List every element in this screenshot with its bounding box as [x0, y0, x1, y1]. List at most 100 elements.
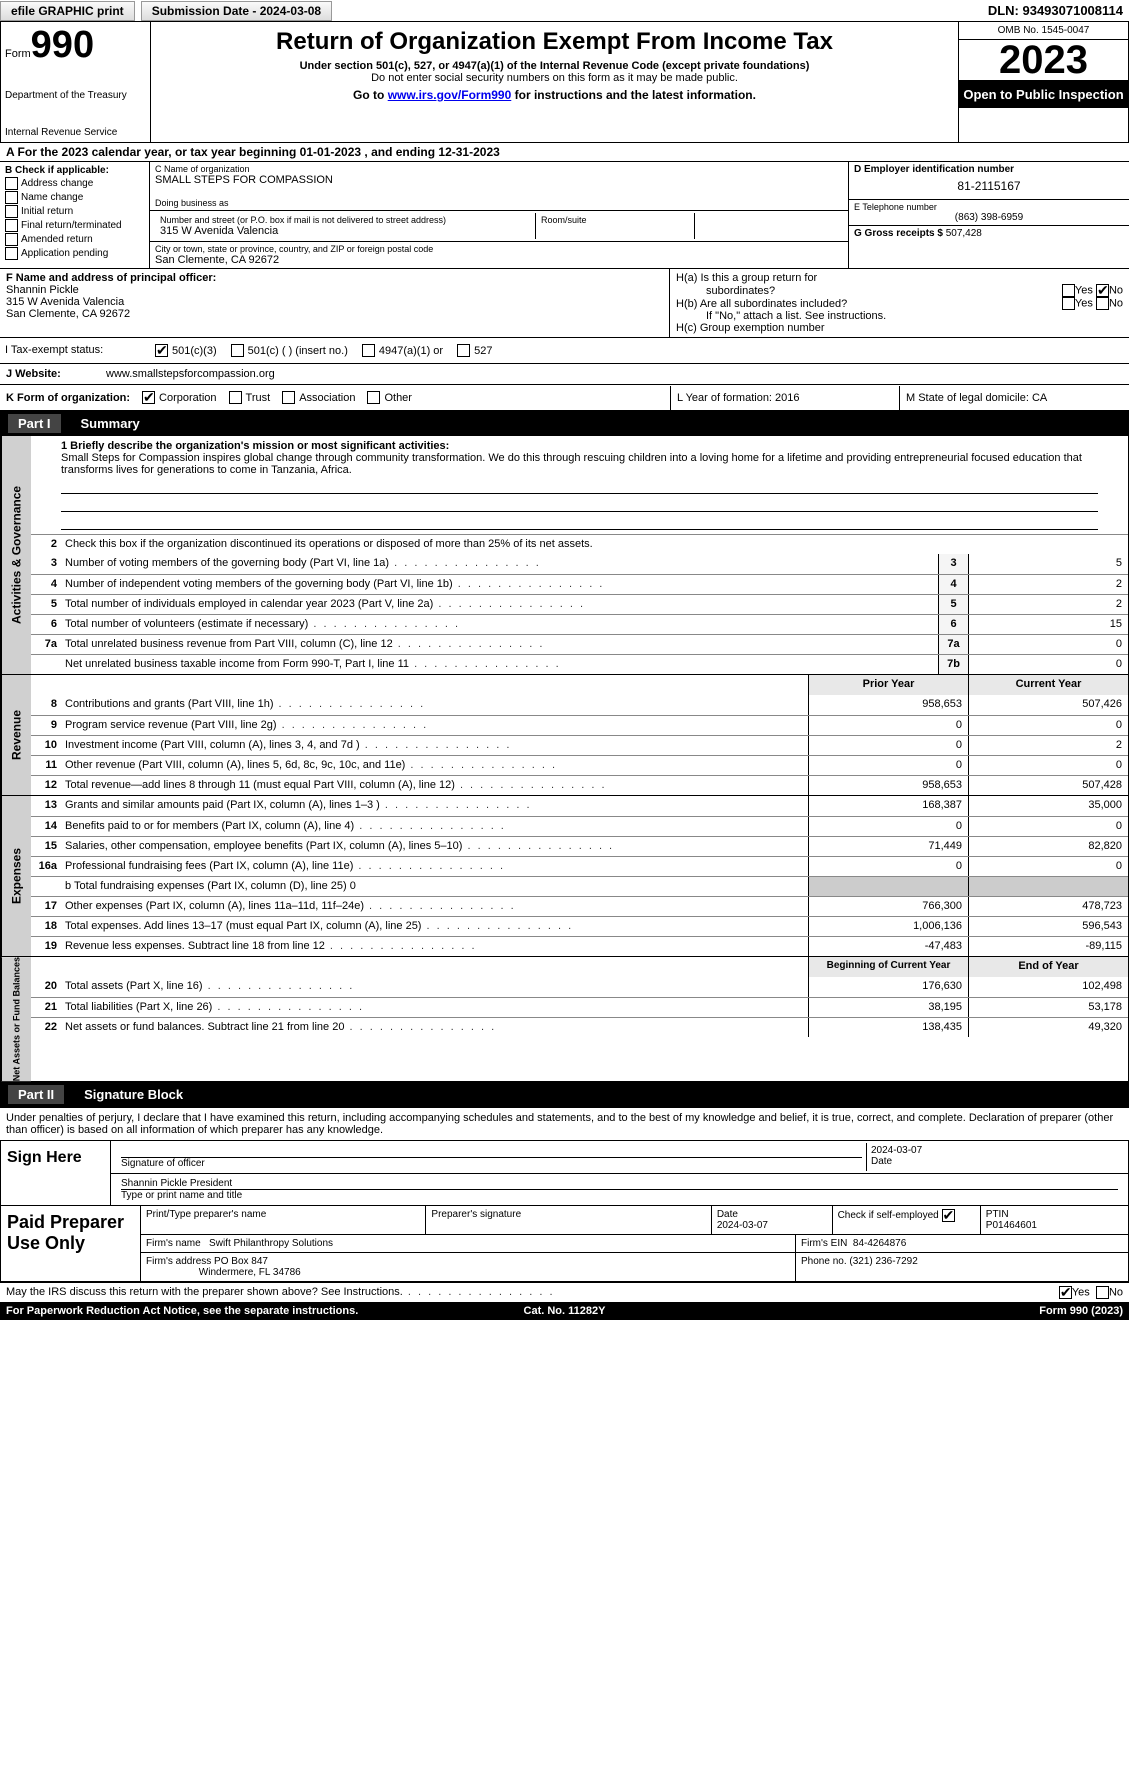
- addr-label: Number and street (or P.O. box if mail i…: [160, 215, 530, 225]
- current-value: 0: [968, 817, 1128, 836]
- netassets-sidelabel: Net Assets or Fund Balances: [1, 957, 31, 1081]
- firm-city: Windermere, FL 34786: [199, 1267, 301, 1278]
- table-row: 10 Investment income (Part VIII, column …: [31, 735, 1128, 755]
- line-desc: Professional fundraising fees (Part IX, …: [61, 857, 808, 876]
- period-mid: , and ending: [361, 145, 438, 159]
- line-desc: Salaries, other compensation, employee b…: [61, 837, 808, 856]
- amended-label: Amended return: [21, 234, 93, 245]
- form-title: Return of Organization Exempt From Incom…: [159, 28, 950, 56]
- 527-label: 527: [474, 345, 492, 357]
- discuss-no-checkbox[interactable]: [1096, 1286, 1109, 1299]
- line-desc: Total liabilities (Part X, line 26): [61, 998, 808, 1017]
- efile-graphic-button[interactable]: efile GRAPHIC print: [0, 1, 135, 21]
- prior-value: 71,449: [808, 837, 968, 856]
- firm-name: Swift Philanthropy Solutions: [209, 1238, 333, 1249]
- hb-no-checkbox[interactable]: [1096, 297, 1109, 310]
- line-value: 2: [968, 575, 1128, 594]
- mission-question: 1 Briefly describe the organization's mi…: [61, 440, 1098, 452]
- identity-block: B Check if applicable: Address change Na…: [0, 162, 1129, 269]
- submission-date-button[interactable]: Submission Date - 2024-03-08: [141, 1, 332, 21]
- initial-return-label: Initial return: [21, 206, 73, 217]
- form-footer: Form 990 (2023): [751, 1305, 1123, 1317]
- prep-name-label: Print/Type preparer's name: [146, 1209, 420, 1220]
- hb-yes-checkbox[interactable]: [1062, 297, 1075, 310]
- checkbox-name-change[interactable]: [5, 191, 18, 204]
- line-desc: Investment income (Part VIII, column (A)…: [61, 736, 808, 755]
- form-subtitle: Under section 501(c), 527, or 4947(a)(1)…: [159, 60, 950, 72]
- ha-question: H(a) Is this a group return for: [676, 272, 817, 284]
- prior-value: 0: [808, 817, 968, 836]
- checkbox-address-change[interactable]: [5, 177, 18, 190]
- current-value: 507,426: [968, 695, 1128, 715]
- firm-ein-label: Firm's EIN: [801, 1238, 847, 1249]
- city-label: City or town, state or province, country…: [155, 244, 843, 254]
- shaded-cell: [808, 877, 968, 896]
- officer-row: F Name and address of principal officer:…: [0, 269, 1129, 338]
- website-value: www.smallstepsforcompassion.org: [100, 364, 1129, 384]
- line-value: 0: [968, 635, 1128, 654]
- line-number: 5: [31, 595, 61, 614]
- sig-date-label: Date: [871, 1156, 1118, 1167]
- app-pending-label: Application pending: [21, 248, 108, 259]
- prior-value: -47,483: [808, 937, 968, 956]
- line-desc: Number of independent voting members of …: [61, 575, 938, 594]
- section-b: B Check if applicable: Address change Na…: [0, 162, 150, 268]
- line-number: 22: [31, 1018, 61, 1037]
- firm-ein: 84-4264876: [853, 1238, 906, 1249]
- ha-yes-checkbox[interactable]: [1062, 284, 1075, 297]
- line-desc: Other revenue (Part VIII, column (A), li…: [61, 756, 808, 775]
- part1-title: Summary: [81, 416, 140, 431]
- table-row: 17 Other expenses (Part IX, column (A), …: [31, 896, 1128, 916]
- ha-no-checkbox[interactable]: [1096, 284, 1109, 297]
- line-number: 3: [31, 554, 61, 574]
- checkbox-amended[interactable]: [5, 233, 18, 246]
- line-box: 7b: [938, 655, 968, 674]
- current-value: 0: [968, 716, 1128, 735]
- shaded-cell: [968, 877, 1128, 896]
- website-label: J Website:: [0, 364, 100, 384]
- table-row: 11 Other revenue (Part VIII, column (A),…: [31, 755, 1128, 775]
- line-desc: Total revenue—add lines 8 through 11 (mu…: [61, 776, 808, 795]
- 501c-checkbox[interactable]: [231, 344, 244, 357]
- governance-sidelabel: Activities & Governance: [1, 436, 31, 674]
- assoc-checkbox[interactable]: [282, 391, 295, 404]
- current-value: 35,000: [968, 796, 1128, 816]
- line-number: 13: [31, 796, 61, 816]
- corp-checkbox[interactable]: [142, 391, 155, 404]
- self-employed-label: Check if self-employed: [838, 1210, 939, 1221]
- line-number: 18: [31, 917, 61, 936]
- discuss-yes-checkbox[interactable]: [1059, 1286, 1072, 1299]
- table-row: 12 Total revenue—add lines 8 through 11 …: [31, 775, 1128, 795]
- checkbox-initial-return[interactable]: [5, 205, 18, 218]
- checkbox-app-pending[interactable]: [5, 247, 18, 260]
- discuss-no: No: [1109, 1287, 1123, 1299]
- 4947-checkbox[interactable]: [362, 344, 375, 357]
- irs-link[interactable]: www.irs.gov/Form990: [388, 88, 512, 102]
- other-label: Other: [384, 392, 412, 404]
- trust-checkbox[interactable]: [229, 391, 242, 404]
- prior-value: 176,630: [808, 977, 968, 997]
- ha-question2: subordinates?: [676, 285, 775, 297]
- goto-line: Go to www.irs.gov/Form990 for instructio…: [159, 88, 950, 102]
- netassets-section: Net Assets or Fund Balances Beginning of…: [0, 957, 1129, 1082]
- table-row: Net unrelated business taxable income fr…: [31, 654, 1128, 674]
- 501c3-checkbox[interactable]: [155, 344, 168, 357]
- line-box: 5: [938, 595, 968, 614]
- line-value: 15: [968, 615, 1128, 634]
- period-begin: 01-01-2023: [300, 145, 361, 159]
- discuss-row: May the IRS discuss this return with the…: [0, 1282, 1129, 1302]
- current-value: 507,428: [968, 776, 1128, 795]
- 527-checkbox[interactable]: [457, 344, 470, 357]
- part2-title: Signature Block: [84, 1087, 183, 1102]
- line-desc: Other expenses (Part IX, column (A), lin…: [61, 897, 808, 916]
- line-number: 17: [31, 897, 61, 916]
- self-employed-checkbox[interactable]: [942, 1209, 955, 1222]
- revenue-section: Revenue Prior YearCurrent Year 8 Contrib…: [0, 675, 1129, 796]
- other-checkbox[interactable]: [367, 391, 380, 404]
- checkbox-final-return[interactable]: [5, 219, 18, 232]
- firm-phone: (321) 236-7292: [849, 1256, 917, 1267]
- topbar: efile GRAPHIC print Submission Date - 20…: [0, 0, 1129, 22]
- mission-block: 1 Briefly describe the organization's mi…: [31, 436, 1128, 534]
- current-value: 0: [968, 857, 1128, 876]
- officer-addr1: 315 W Avenida Valencia: [6, 296, 663, 308]
